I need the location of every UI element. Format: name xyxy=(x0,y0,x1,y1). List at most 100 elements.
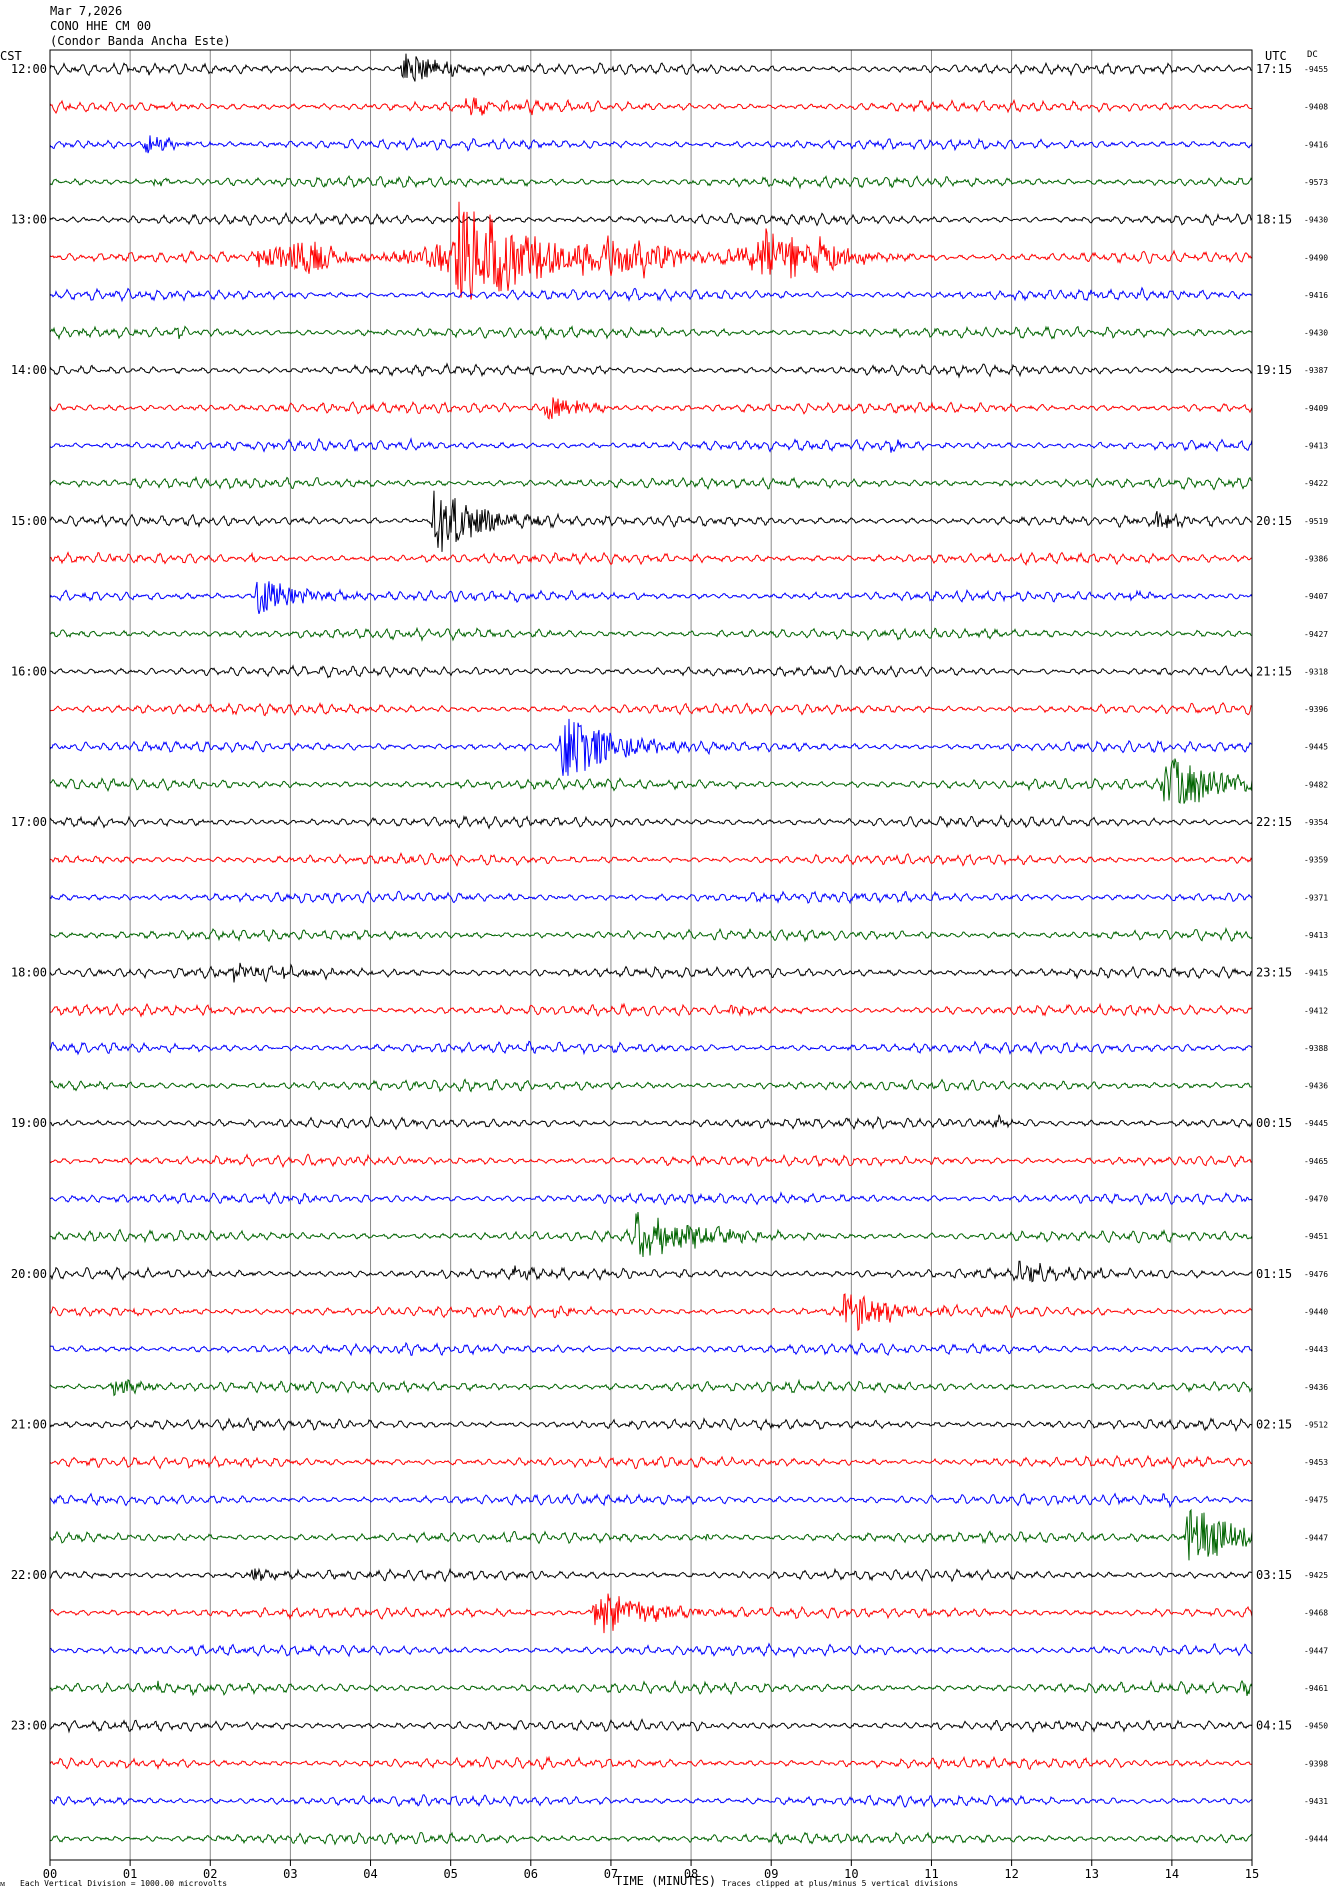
trace-row-29 xyxy=(49,1153,1253,1169)
dc-offset-label: -9447 xyxy=(1304,1533,1328,1542)
plot-frame xyxy=(49,49,1253,1861)
trace-row-41 xyxy=(49,1593,1253,1634)
dc-offset-label: -9427 xyxy=(1304,630,1328,639)
x-axis-label: TIME (MINUTES) xyxy=(615,1874,716,1888)
left-axis-label: CST xyxy=(0,49,22,63)
trace-row-18 xyxy=(49,718,1253,776)
dc-offset-label: -9387 xyxy=(1304,366,1328,375)
trace-row-7 xyxy=(49,325,1253,341)
trace-row-3 xyxy=(49,174,1253,190)
utc-hour-label: 00:15 xyxy=(1256,1116,1292,1130)
x-tick-label: 14 xyxy=(1165,1867,1179,1881)
x-tick-label: 08 xyxy=(684,1867,698,1881)
trace-row-16 xyxy=(49,664,1253,679)
dc-offset-label: -9512 xyxy=(1304,1420,1328,1429)
cst-hour-label: 23:00 xyxy=(11,1719,47,1733)
trace-row-34 xyxy=(49,1341,1253,1357)
trace-row-30 xyxy=(49,1191,1253,1206)
x-tick-label: 02 xyxy=(203,1867,217,1881)
dc-offset-label: -9407 xyxy=(1304,592,1328,601)
dc-offset-label: -9318 xyxy=(1304,667,1328,676)
x-tick-label: 05 xyxy=(443,1867,457,1881)
trace-row-36 xyxy=(49,1417,1253,1433)
dc-offset-label: -9470 xyxy=(1304,1195,1328,1204)
trace-row-21 xyxy=(49,851,1253,867)
dc-offset-label: -9359 xyxy=(1304,856,1328,865)
trace-row-42 xyxy=(49,1642,1252,1659)
dc-offset-label: -9461 xyxy=(1304,1684,1328,1693)
dc-offset-label: -9445 xyxy=(1304,1119,1328,1128)
header-station: CONO HHE CM 00 xyxy=(50,19,151,33)
trace-row-15 xyxy=(50,626,1253,642)
trace-row-37 xyxy=(49,1454,1253,1470)
trace-row-35 xyxy=(49,1378,1253,1397)
dc-offset-labels: -9455 -9408 -9416 -9573 -9430 -9490 -9416 -9430… xyxy=(1304,65,1328,1844)
scale-icon: ᴍ xyxy=(0,1879,5,1888)
x-tick-label: 06 xyxy=(524,1867,538,1881)
cst-hour-label: 13:00 xyxy=(11,213,47,227)
dc-offset-label: -9573 xyxy=(1304,178,1328,187)
utc-hour-label: 18:15 xyxy=(1256,213,1292,227)
x-tick-label: 03 xyxy=(283,1867,297,1881)
dc-offset-label: -9396 xyxy=(1304,705,1328,714)
utc-hour-label: 02:15 xyxy=(1256,1417,1292,1431)
cst-hour-label: 12:00 xyxy=(11,62,47,76)
dc-offset-label: -9413 xyxy=(1304,931,1328,940)
trace-row-19 xyxy=(49,758,1253,804)
utc-hour-label: 19:15 xyxy=(1256,363,1292,377)
trace-row-11 xyxy=(49,475,1253,491)
trace-row-46 xyxy=(49,1794,1253,1808)
dc-offset-label: -9416 xyxy=(1304,140,1328,149)
dc-offset-label: -9416 xyxy=(1304,291,1328,300)
trace-row-9 xyxy=(49,397,1253,420)
header-date: Mar 7,2026 xyxy=(50,4,122,18)
trace-row-14 xyxy=(49,581,1253,615)
trace-row-10 xyxy=(49,437,1253,453)
utc-hour-label: 17:15 xyxy=(1256,62,1292,76)
dc-offset-label: -9475 xyxy=(1304,1496,1328,1505)
dc-offset-label: -9447 xyxy=(1304,1646,1328,1655)
x-tick-label: 12 xyxy=(1004,1867,1018,1881)
trace-row-28 xyxy=(49,1114,1253,1131)
trace-row-43 xyxy=(49,1679,1253,1697)
x-tick-label: 15 xyxy=(1245,1867,1259,1881)
dc-offset-label: -9425 xyxy=(1304,1571,1328,1580)
dc-offset-label: -9415 xyxy=(1304,969,1328,978)
x-tick-label: 10 xyxy=(844,1867,858,1881)
dc-offset-label: -9443 xyxy=(1304,1345,1328,1354)
utc-hour-label: 03:15 xyxy=(1256,1568,1292,1582)
trace-row-12 xyxy=(49,490,1253,552)
dc-offset-label: -9412 xyxy=(1304,1006,1328,1015)
utc-hour-label: 20:15 xyxy=(1256,514,1292,528)
dc-label: DC xyxy=(1307,50,1318,60)
dc-offset-label: -9409 xyxy=(1304,404,1328,413)
trace-row-4 xyxy=(49,211,1253,227)
dc-offset-label: -9482 xyxy=(1304,780,1328,789)
cst-hour-label: 18:00 xyxy=(11,966,47,980)
dc-offset-label: -9490 xyxy=(1304,253,1328,262)
dc-offset-label: -9436 xyxy=(1304,1383,1328,1392)
trace-row-8 xyxy=(49,362,1253,379)
trace-row-32 xyxy=(49,1260,1253,1283)
x-tick-label: 04 xyxy=(363,1867,377,1881)
trace-row-1 xyxy=(49,97,1253,116)
trace-row-5 xyxy=(49,201,1253,300)
dc-offset-label: -9422 xyxy=(1304,479,1328,488)
dc-offset-label: -9398 xyxy=(1304,1759,1328,1768)
dc-offset-label: -9408 xyxy=(1304,103,1328,112)
trace-row-23 xyxy=(49,926,1253,943)
trace-row-2 xyxy=(49,135,1253,154)
dc-offset-label: -9450 xyxy=(1304,1722,1328,1731)
trace-row-33 xyxy=(49,1293,1253,1332)
dc-offset-label: -9431 xyxy=(1304,1797,1328,1806)
trace-row-40 xyxy=(49,1567,1252,1583)
cst-hour-label: 17:00 xyxy=(11,815,47,829)
utc-hour-label: 22:15 xyxy=(1256,815,1292,829)
cst-hour-label: 21:00 xyxy=(11,1417,47,1431)
utc-hour-label: 21:15 xyxy=(1256,664,1292,678)
scale-note: Each Vertical Division = 1000.00 microvo… xyxy=(20,1879,227,1888)
dc-offset-label: -9451 xyxy=(1304,1232,1328,1241)
dc-offset-label: -9465 xyxy=(1304,1157,1328,1166)
trace-row-27 xyxy=(49,1078,1253,1093)
